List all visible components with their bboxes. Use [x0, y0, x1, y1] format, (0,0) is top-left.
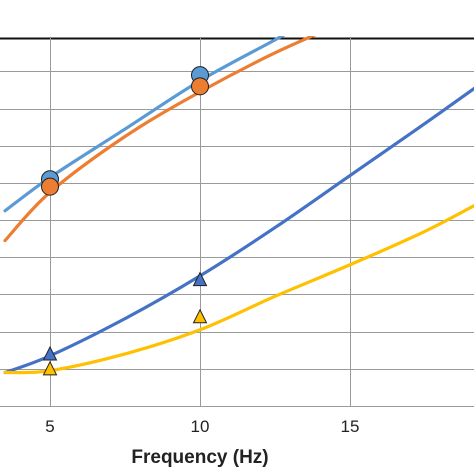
series-line-3 [3, 86, 474, 375]
series-line-4 [3, 203, 474, 375]
series-curves [3, 36, 474, 375]
series-line-2 [3, 36, 317, 243]
x-tick-label: 15 [341, 417, 360, 436]
x-tick-label: 10 [191, 417, 210, 436]
series-3-triangle-marker [192, 271, 208, 287]
series-2-circle-marker [191, 77, 209, 96]
series-2-circle-marker [41, 177, 59, 196]
series-3-triangle-marker [42, 345, 58, 361]
series-4-triangle-marker [192, 308, 208, 324]
series-4-triangle-marker [42, 360, 58, 376]
x-tick-labels: 5 10 15 [45, 417, 359, 436]
x-axis-title: Frequency (Hz) [131, 447, 268, 468]
grid-lines [0, 37, 474, 407]
data-markers [41, 66, 209, 376]
x-tick-label: 5 [45, 417, 54, 436]
series-line-1 [3, 36, 286, 213]
